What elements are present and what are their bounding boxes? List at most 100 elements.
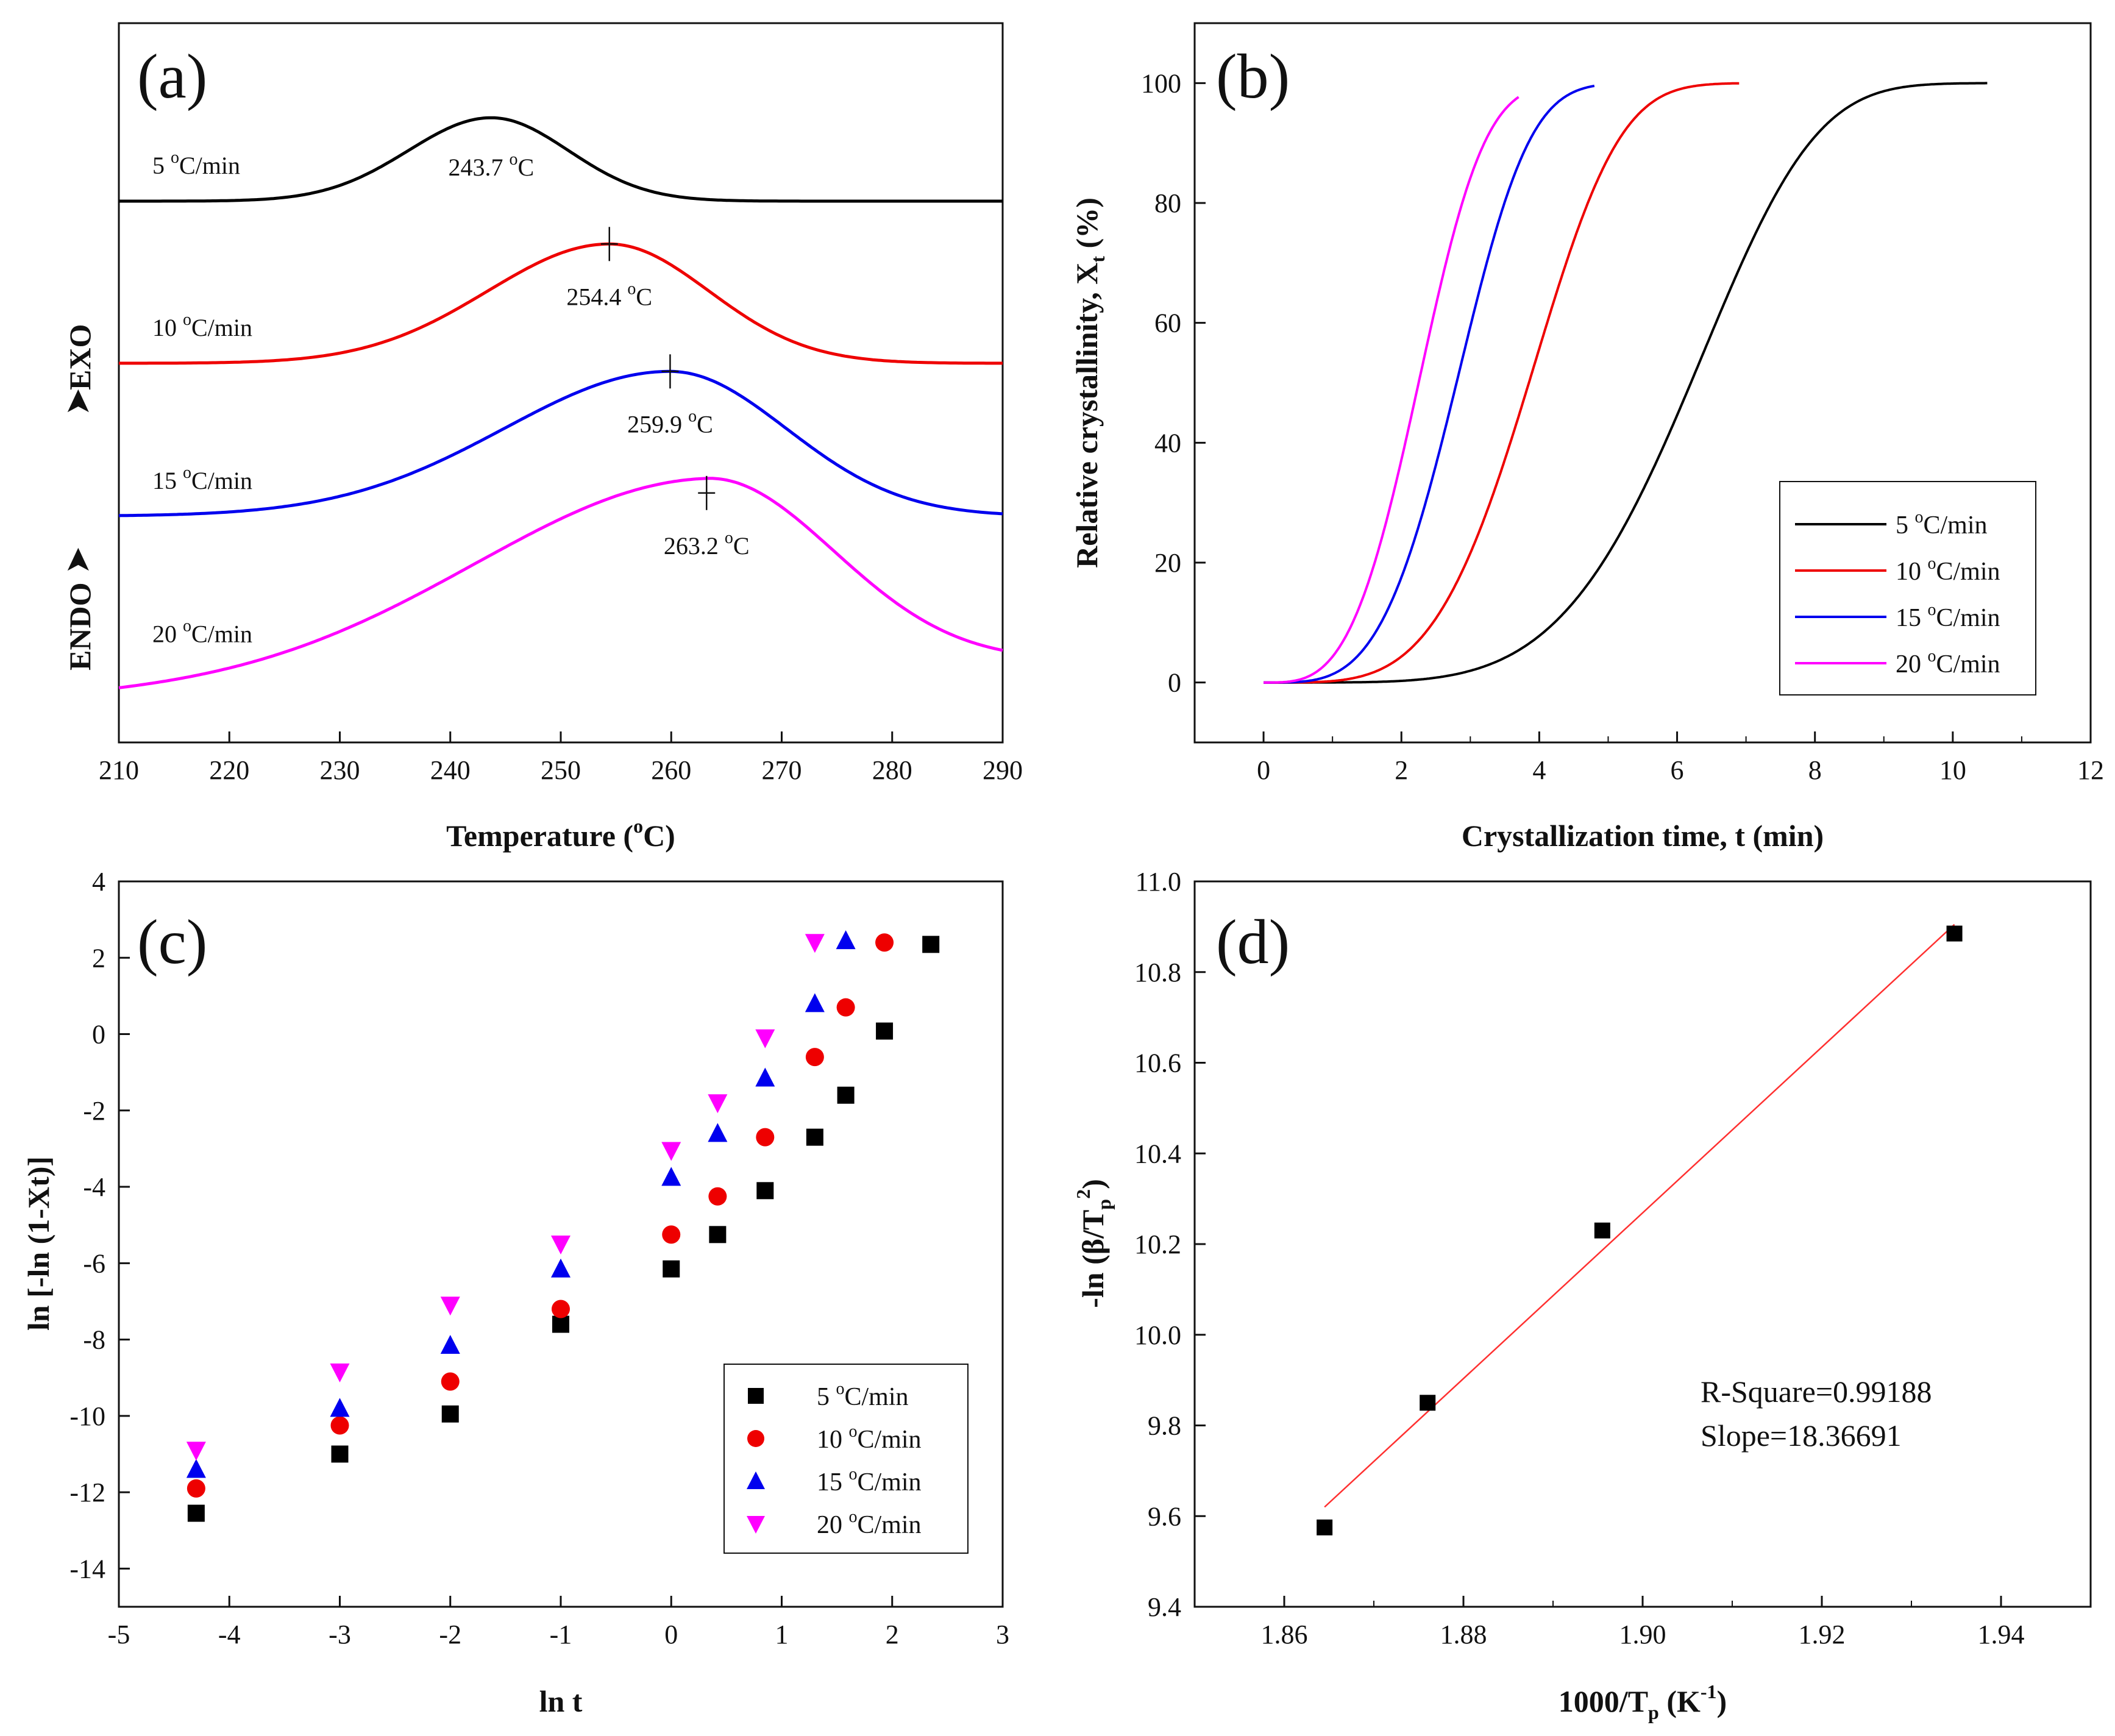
panel-c-point-5 (709, 1226, 727, 1243)
panel-c-point-15 (551, 1258, 571, 1278)
panel-a-x-tick-label: 220 (209, 755, 249, 785)
panel-a-endo-arrow-icon: ➤ (60, 547, 94, 573)
panel-c-legend-marker-15 (747, 1471, 765, 1489)
panel-c-y-tick-label: -14 (69, 1554, 105, 1584)
panel-a-rate-label-10: 10 oC/min (152, 310, 252, 341)
panel-b: (b) 0 2 4 6 8 10 12 0 20 40 60 80 100 Crystallizatio… (1070, 22, 2104, 853)
panel-c-point-5 (876, 1022, 894, 1040)
panel-c-point-15 (440, 1334, 460, 1354)
panel-c-x-tick-label: 2 (886, 1620, 899, 1649)
panel-b-y-tick-label: 20 (1154, 548, 1181, 578)
panel-b-x-tick-label: 4 (1532, 755, 1546, 785)
panel-c-y-tick-label: 0 (92, 1020, 105, 1050)
panel-a-x-tick-label: 230 (320, 755, 360, 785)
panel-a-annotations: 5 oC/min 243.7 oC 10 oC/min 254.4 oC 15 oC/m… (152, 148, 750, 648)
panel-c-y-tick-label: -10 (69, 1401, 105, 1431)
panel-c-legend-marker-20 (747, 1516, 765, 1534)
panel-a-rate-label-20: 20 oC/min (152, 617, 252, 648)
panel-b-curve-20 (1264, 96, 1520, 684)
panel-c-point-15 (330, 1398, 350, 1417)
panel-a-rate-label-15: 15 oC/min (152, 463, 252, 494)
panel-d-point (1420, 1395, 1436, 1411)
panel-d-ticks: 1.86 1.88 1.90 1.92 1.94 9.4 9.6 9.8 10.0 10.2 10.… (1134, 867, 2025, 1649)
panel-b-legend-label-15: 15 oC/min (1896, 600, 2000, 632)
panel-c-point-5 (837, 1086, 855, 1104)
panel-b-curve-5 (1264, 82, 1988, 684)
panel-b-x-tick-label: 12 (2077, 755, 2104, 785)
panel-c-point-10 (441, 1372, 460, 1391)
panel-b-y-tick-label: 60 (1154, 308, 1181, 338)
panel-a-curves (118, 116, 1003, 689)
panel-c-x-tick-label: 1 (775, 1620, 789, 1649)
panel-a-peak-label-10: 254.4 oC (566, 279, 652, 310)
panel-a-x-tick-label: 260 (651, 755, 691, 785)
panel-c-point-5 (441, 1405, 459, 1423)
panel-c-point-20 (708, 1094, 728, 1114)
panel-c-x-axis-title: ln t (539, 1684, 583, 1718)
panel-c-x-tick-label: 3 (996, 1620, 1009, 1649)
panel-b-legend: 5 oC/min 10 oC/min 15 oC/min 20 oC/min (1779, 481, 2036, 695)
panel-a-curve-10 (119, 242, 1003, 365)
panel-b-x-tick-label: 6 (1671, 755, 1684, 785)
panel-a-x-tick-label: 290 (983, 755, 1023, 785)
panel-c-x-tick-label: 0 (664, 1620, 678, 1649)
panel-c-y-tick-label: -6 (83, 1248, 105, 1278)
panel-d-y-tick-label: 10.8 (1134, 958, 1181, 987)
panel-c-point-20 (805, 934, 825, 953)
panel-c-point-15 (805, 993, 825, 1012)
panel-d-r-square: R-Square=0.99188 (1701, 1375, 1932, 1409)
panel-a-curve-15 (118, 369, 1003, 518)
panel-b-y-tick-label: 0 (1168, 668, 1181, 698)
panel-c-point-15 (755, 1067, 775, 1087)
panel-c-point-10 (875, 933, 894, 952)
panel-d-point (1594, 1222, 1610, 1239)
panel-b-y-tick-label: 80 (1154, 188, 1181, 218)
panel-c-x-tick-label: -2 (439, 1620, 461, 1649)
panel-c-y-tick-label: -2 (83, 1096, 105, 1126)
panel-d-x-tick-label: 1.94 (1978, 1620, 2025, 1649)
panel-c-point-20 (330, 1363, 350, 1382)
panel-b-legend-label-5: 5 oC/min (1896, 508, 1988, 539)
panel-c-point-20 (551, 1236, 571, 1254)
panel-c-legend-marker-10 (747, 1430, 764, 1447)
panel-b-x-axis-title: Crystallization time, t (min) (1462, 819, 1824, 853)
panel-d-slope: Slope=18.36691 (1701, 1418, 1902, 1453)
panel-a-peak-label-15: 259.9 oC (627, 407, 713, 438)
panel-d-point (1317, 1519, 1333, 1535)
panel-d-y-tick-label: 9.4 (1148, 1592, 1181, 1622)
panel-c-x-tick-label: -3 (329, 1620, 351, 1649)
panel-c-x-tick-label: -4 (218, 1620, 241, 1649)
panel-c-point-5 (187, 1504, 205, 1522)
panel-a-peak-label-5: 243.7 oC (448, 150, 534, 181)
panel-d-x-tick-label: 1.88 (1440, 1620, 1487, 1649)
panel-c-point-10 (552, 1300, 570, 1318)
panel-b-y-axis-title: Relative crystallinity, Xt (%) (1070, 197, 1109, 568)
panel-a-x-tick-label: 210 (99, 755, 139, 785)
panel-c-point-10 (662, 1225, 681, 1244)
panel-a-x-ticks: 210 220 230 240 250 260 270 280 290 (99, 731, 1023, 785)
panel-b-legend-label-20: 20 oC/min (1896, 647, 2000, 678)
panel-c-legend-label-5: 5 oC/min (817, 1379, 909, 1411)
panel-a-curve-20 (118, 477, 1003, 689)
panel-d-x-tick-label: 1.86 (1261, 1620, 1308, 1649)
panel-c-point-20 (186, 1442, 206, 1461)
panel-a-peak-label-20: 263.2 oC (664, 528, 750, 560)
panel-b-x-tick-label: 8 (1808, 755, 1822, 785)
panel-b-x-tick-label: 0 (1257, 755, 1270, 785)
panel-c-legend-label-10: 10 oC/min (817, 1422, 922, 1454)
panel-c-point-20 (755, 1029, 775, 1048)
panel-c-y-tick-label: -8 (83, 1325, 105, 1355)
panel-b-label: (b) (1216, 41, 1290, 112)
panel-c-legend-box (723, 1364, 969, 1554)
panel-a-endo-label: ENDO (63, 583, 97, 671)
panel-a-x-tick-label: 280 (872, 755, 912, 785)
panel-c-legend-marker-5 (748, 1388, 764, 1404)
panel-c-y-tick-label: -4 (83, 1172, 105, 1202)
panel-c-point-5 (663, 1260, 680, 1278)
panel-a-exo-arrow-icon: ➤ (60, 389, 94, 414)
panel-c-point-20 (661, 1142, 681, 1161)
panel-a-exo-label: EXO (63, 324, 97, 390)
panel-a-label: (a) (137, 41, 207, 112)
panel-a-x-tick-label: 240 (430, 755, 471, 785)
